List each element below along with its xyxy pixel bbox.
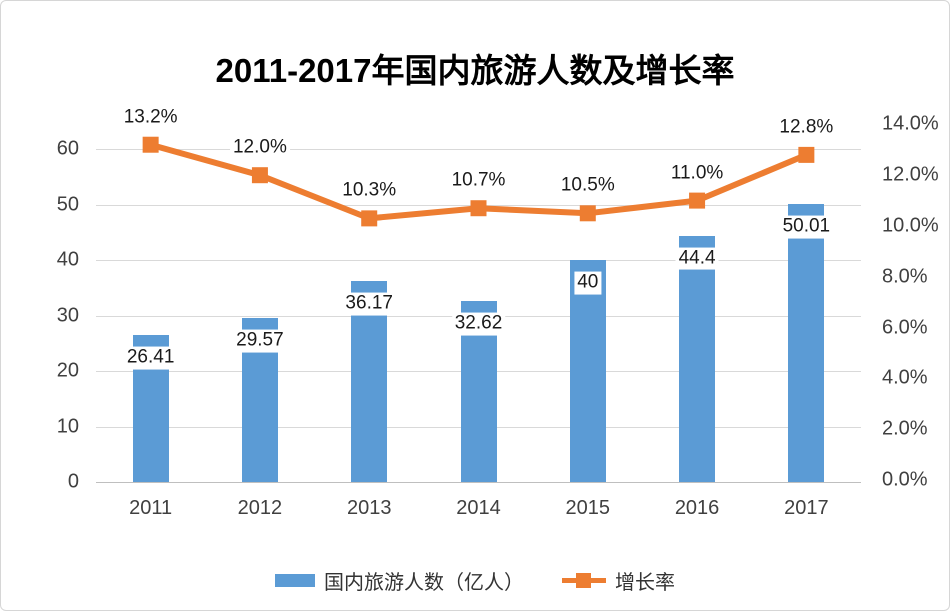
chart-title: 2011-2017年国内旅游人数及增长率 — [215, 52, 735, 89]
bar-value-label: 26.41 — [123, 346, 178, 370]
legend: 国内旅游人数（亿人） 增长率 — [1, 566, 949, 595]
x-axis-tick-label: 2017 — [784, 497, 829, 519]
line-point-marker-2011 — [142, 136, 159, 153]
bar-value-label: 29.57 — [233, 329, 287, 353]
x-axis-line — [96, 482, 861, 483]
x-axis-tick-label: 2012 — [237, 497, 283, 519]
x-axis-tick-label: 2013 — [346, 497, 392, 519]
line-value-label: 12.0% — [229, 136, 290, 160]
legend-label-bar-series: 国内旅游人数（亿人） — [324, 572, 524, 594]
x-axis-tick-label: 2014 — [456, 497, 501, 519]
x-axis-tick-label: 2015 — [565, 497, 611, 519]
line-value-label: 11.0% — [667, 162, 727, 186]
y-axis-left-tick-label: 0 — [67, 470, 79, 493]
bar-2015 — [569, 260, 606, 482]
bar-2016 — [679, 235, 716, 482]
line-value-label: 12.8% — [776, 116, 837, 140]
bar-swatch-icon — [275, 574, 315, 587]
y-axis-right-tick-label: 2.0% — [882, 417, 928, 440]
y-axis-right-tick-label: 8.0% — [882, 265, 928, 288]
legend-item-line-series: 增长率 — [562, 566, 675, 595]
bar-value-label: 40 — [574, 271, 602, 295]
bar-2017 — [788, 204, 825, 482]
line-value-label: 10.5% — [557, 174, 618, 198]
legend-label-line-series: 增长率 — [615, 572, 675, 594]
line-point-marker-2017 — [798, 146, 815, 163]
y-axis-left-tick-label: 10 — [56, 415, 79, 437]
x-axis-tick-label: 2016 — [674, 497, 720, 519]
y-axis-left-tick-label: 40 — [56, 248, 79, 271]
line-swatch-icon — [562, 573, 606, 588]
line-point-marker-2014 — [470, 200, 487, 217]
bar-value-label: 50.01 — [779, 215, 834, 239]
y-axis-left-tick-label: 30 — [56, 304, 79, 326]
legend-item-bar-series: 国内旅游人数（亿人） — [275, 566, 524, 595]
line-value-label: 10.3% — [339, 179, 400, 203]
bar-value-label: 44.4 — [675, 247, 719, 271]
line-swatch-marker — [576, 573, 591, 588]
gridline — [96, 260, 861, 261]
y-axis-right-tick-label: 4.0% — [882, 366, 928, 389]
y-axis-left-tick-label: 50 — [56, 193, 79, 215]
bar-value-label: 36.17 — [342, 292, 396, 316]
line-point-marker-2015 — [579, 205, 596, 222]
line-point-marker-2013 — [361, 210, 378, 227]
y-axis-left-tick-label: 20 — [56, 359, 79, 382]
line-point-marker-2016 — [689, 192, 706, 209]
y-axis-right-tick-label: 0.0% — [882, 468, 928, 491]
line-point-marker-2012 — [251, 167, 268, 184]
x-axis-tick-label: 2011 — [129, 497, 173, 519]
line-value-label: 13.2% — [120, 106, 181, 130]
y-axis-right-tick-label: 10.0% — [882, 214, 939, 237]
y-axis-left-tick-label: 60 — [56, 137, 79, 160]
line-value-label: 10.7% — [448, 169, 509, 193]
y-axis-right-tick-label: 12.0% — [882, 163, 939, 186]
y-axis-right-tick-label: 14.0% — [882, 112, 939, 135]
gridline — [96, 149, 861, 150]
bar-value-label: 32.62 — [451, 312, 506, 336]
y-axis-right-tick-label: 6.0% — [882, 316, 928, 339]
